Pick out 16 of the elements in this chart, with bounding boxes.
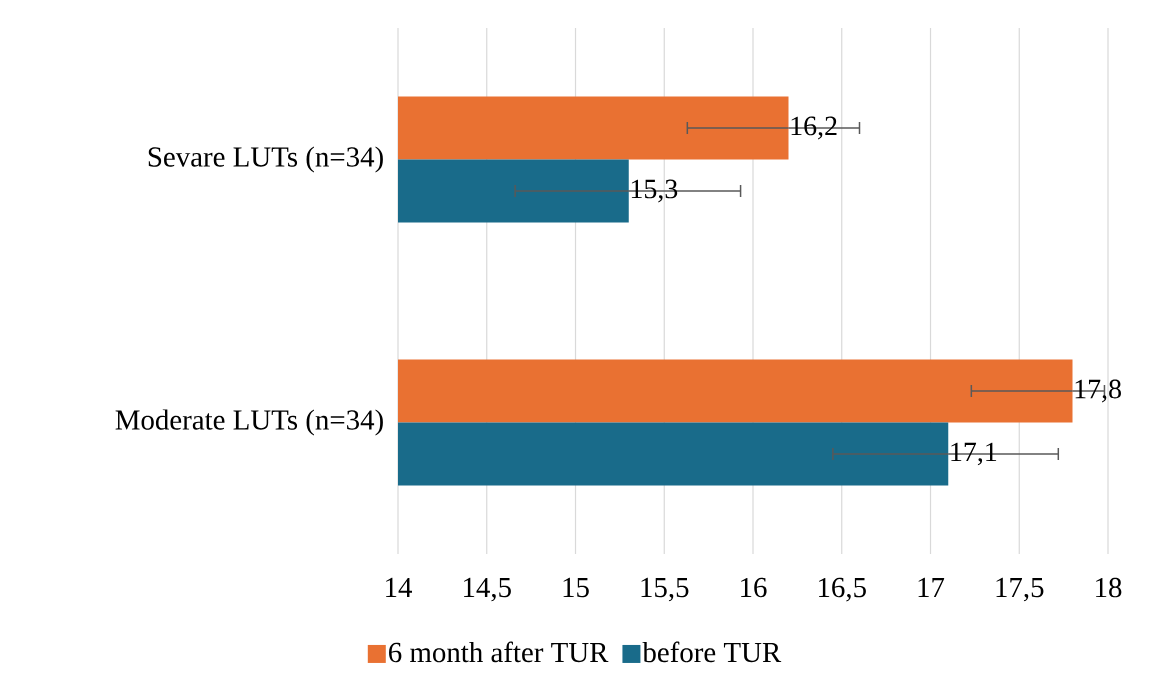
legend-label: before TUR: [642, 641, 782, 663]
x-tick-label: 16: [741, 577, 767, 598]
x-tick-label: 15: [563, 577, 589, 598]
x-tick-label: 14: [386, 577, 412, 597]
x-tick-label: 16,5: [819, 577, 866, 602]
x-tick-label: 15,5: [641, 577, 689, 602]
legend-label: 6 month after TUR: [389, 641, 609, 663]
y-tick-label: Moderate LUTs (n=34): [115, 409, 383, 436]
x-tick-label: 18: [1096, 577, 1122, 598]
x-tick-label: 14,5: [464, 577, 511, 602]
data-label: 16,2: [791, 116, 837, 140]
data-label: 15,3: [631, 179, 678, 203]
data-label: 17,1: [951, 442, 997, 466]
x-tick-label: 17: [918, 577, 945, 597]
x-tick-label: 17,5: [996, 577, 1044, 602]
y-tick-label: Sevare LUTs (n=34): [148, 146, 383, 173]
